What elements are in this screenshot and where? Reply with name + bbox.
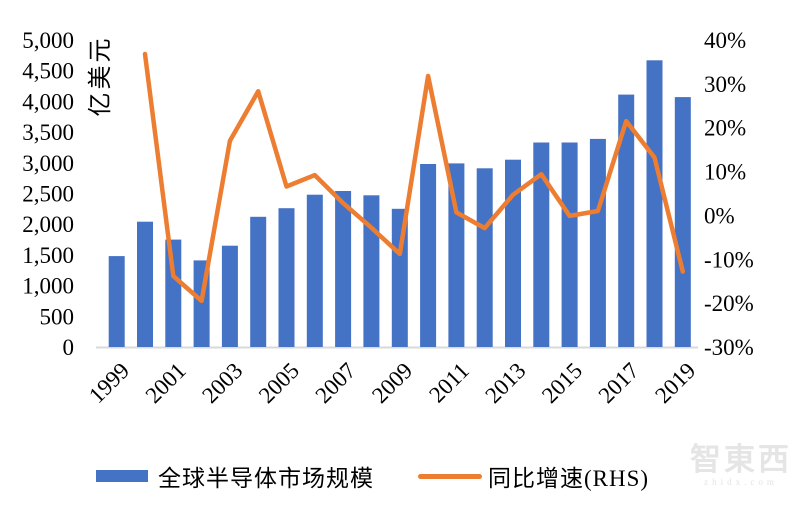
left-axis-tick-label: 2,500 [22,182,74,207]
watermark: 智東西 zhidx.com [690,444,792,487]
watermark-subtext: zhidx.com [704,477,778,487]
left-axis-tick-label: 0 [63,335,75,360]
left-axis-tick-label: 4,000 [22,89,74,114]
x-axis-tick-label: 2009 [367,358,417,408]
x-axis-tick-label: 2019 [650,358,700,408]
right-axis-tick-label: -10% [704,247,754,272]
legend-line-swatch [418,473,482,479]
bar-2015 [561,142,578,347]
left-axis-tick-label: 5,000 [22,28,74,53]
x-axis-tick-label: 2005 [254,358,304,408]
left-axis-tick-label: 1,000 [22,274,74,299]
bar-2000 [137,221,153,347]
left-axis-tick-label: 4,500 [22,59,74,84]
bar-2006 [306,194,323,347]
right-axis-tick-label: 10% [704,160,746,185]
x-axis-tick-label: 2007 [310,358,360,408]
right-axis-tick-label: -30% [704,335,754,360]
x-axis-tick-label: 2003 [197,358,247,408]
left-axis-tick-label: 3,000 [22,151,74,176]
bar-2014 [533,142,550,347]
x-axis-tick-label: 2013 [480,358,530,408]
right-axis-tick-label: 40% [704,28,746,53]
bar-2017 [618,94,635,347]
right-axis-tick-label: 20% [704,116,746,141]
bar-2010 [420,164,437,347]
bar-2009 [391,208,408,347]
legend-bar-label: 全球半导体市场规模 [158,466,374,491]
bar-2007 [335,191,352,347]
left-axis-tick-label: 500 [40,304,75,329]
x-axis-tick-label: 1999 [84,358,134,408]
right-axis-tick-label: 0% [704,203,735,228]
bar-2001 [165,239,182,347]
bar-2018 [646,60,663,348]
x-axis-tick-label: 2017 [594,358,644,408]
left-axis-tick-label: 2,000 [22,212,74,237]
bar-2011 [448,163,465,347]
bar-1999 [108,256,125,347]
legend-line-label: 同比增速(RHS) [488,466,650,491]
right-axis-tick-label: 30% [704,72,746,97]
bar-2016 [589,138,606,347]
legend-bar-swatch [96,470,148,482]
left-axis-tick-label: 3,500 [22,120,74,145]
bar-2019 [674,97,691,347]
bar-2005 [278,208,295,347]
bar-2008 [363,195,380,347]
left-axis-title: 亿美元 [87,36,114,117]
bar-2012 [476,168,493,347]
x-axis-tick-label: 2011 [424,358,474,408]
x-axis-tick-label: 2015 [537,358,587,408]
legend-item-line-series: 同比增速(RHS) [418,459,649,493]
yoy-growth-line [142,51,686,304]
chart-legend: 全球半导体市场规模 同比增速(RHS) [96,459,649,493]
right-axis-tick-label: -20% [704,291,754,316]
left-axis-tick-label: 1,500 [22,243,74,268]
bar-2013 [505,159,521,347]
bar-2004 [250,216,267,347]
legend-item-bar-series: 全球半导体市场规模 [96,459,374,493]
watermark-text: 智東西 [690,442,792,477]
x-axis-tick-label: 2001 [141,358,191,408]
bar-2003 [221,245,238,347]
